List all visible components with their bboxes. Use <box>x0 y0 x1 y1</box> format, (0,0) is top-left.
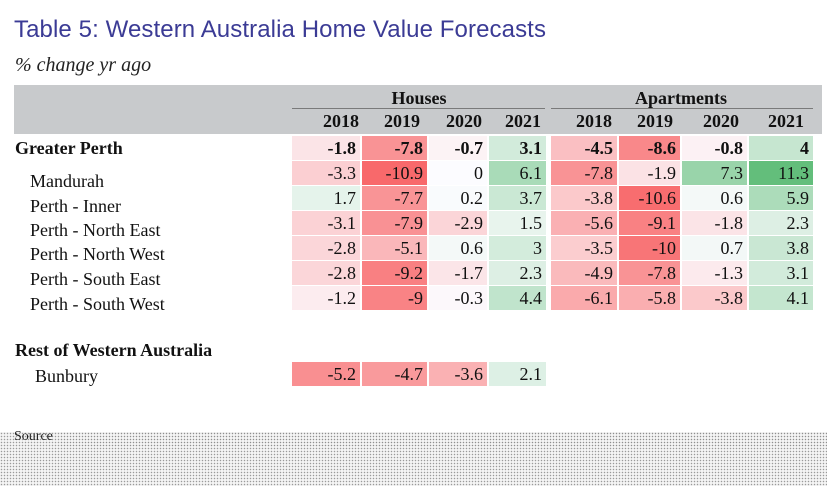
houses-value-cell: 0 <box>429 161 487 185</box>
houses-value-cell: 0.6 <box>429 236 487 260</box>
apartments-value-cell: 5.9 <box>749 186 813 210</box>
row-label-perth-north-west: Perth - North West <box>30 244 165 264</box>
houses-value-cell: -5.1 <box>362 236 427 260</box>
group-rule-apartments <box>551 108 813 109</box>
apartments-value-cell: -10 <box>619 236 680 260</box>
apartments-value-cell: 7.3 <box>682 161 747 185</box>
row-label-perth-south-east: Perth - South East <box>30 269 161 289</box>
houses-value-cell: -10.9 <box>362 161 427 185</box>
apartments-value-cell: -1.8 <box>682 211 747 235</box>
apartments-value-cell: 3.8 <box>749 236 813 260</box>
apartments-value-cell: 0.7 <box>682 236 747 260</box>
row-label-mandurah: Mandurah <box>30 171 104 191</box>
group-rule-houses <box>292 108 545 109</box>
houses-value-cell: -5.2 <box>292 362 360 386</box>
apartments-value-cell: 3.1 <box>749 261 813 285</box>
houses-value-cell: 3.7 <box>489 186 546 210</box>
header-band <box>14 85 822 134</box>
year-header: 2021 <box>505 111 541 131</box>
houses-value-cell: 6.1 <box>489 161 546 185</box>
houses-value-cell: -1.7 <box>429 261 487 285</box>
group-label-apartments: Apartments <box>635 88 727 108</box>
houses-value-cell: -7.8 <box>362 136 427 160</box>
houses-value-cell: 1.5 <box>489 211 546 235</box>
houses-value-cell: -0.7 <box>429 136 487 160</box>
apartments-value-cell: -3.8 <box>551 186 617 210</box>
year-header: 2019 <box>384 111 420 131</box>
houses-value-cell: -9 <box>362 286 427 310</box>
apartments-value-cell: -1.3 <box>682 261 747 285</box>
houses-value-cell: 2.3 <box>489 261 546 285</box>
apartments-value-cell: -10.6 <box>619 186 680 210</box>
houses-value-cell: -1.8 <box>292 136 360 160</box>
houses-value-cell: -0.3 <box>429 286 487 310</box>
apartments-value-cell: -8.6 <box>619 136 680 160</box>
apartments-value-cell: 11.3 <box>749 161 813 185</box>
houses-value-cell: 0.2 <box>429 186 487 210</box>
table-title: Table 5: Western Australia Home Value Fo… <box>14 16 547 43</box>
apartments-value-cell: -3.5 <box>551 236 617 260</box>
year-header: 2018 <box>576 111 612 131</box>
apartments-value-cell: 4 <box>749 136 813 160</box>
year-header: 2021 <box>768 111 804 131</box>
houses-value-cell: -7.9 <box>362 211 427 235</box>
year-header: 2019 <box>637 111 673 131</box>
houses-value-cell: -4.7 <box>362 362 427 386</box>
source-note: Source <box>14 429 53 444</box>
group-label-houses: Houses <box>391 88 447 108</box>
redacted-source-text <box>60 432 827 446</box>
apartments-value-cell: -1.9 <box>619 161 680 185</box>
houses-value-cell: -9.2 <box>362 261 427 285</box>
houses-value-cell: 4.4 <box>489 286 546 310</box>
row-label-perth-south-west: Perth - South West <box>30 294 165 314</box>
houses-value-cell: -2.8 <box>292 236 360 260</box>
houses-value-cell: -2.8 <box>292 261 360 285</box>
row-label-bunbury: Bunbury <box>35 366 98 386</box>
houses-value-cell: 2.1 <box>489 362 546 386</box>
year-header: 2020 <box>703 111 739 131</box>
apartments-value-cell: 2.3 <box>749 211 813 235</box>
apartments-value-cell: -9.1 <box>619 211 680 235</box>
houses-value-cell: 3.1 <box>489 136 546 160</box>
houses-value-cell: 1.7 <box>292 186 360 210</box>
houses-value-cell: 3 <box>489 236 546 260</box>
table-subtitle: % change yr ago <box>15 54 152 76</box>
apartments-value-cell: -4.9 <box>551 261 617 285</box>
houses-value-cell: -1.2 <box>292 286 360 310</box>
apartments-value-cell: -6.1 <box>551 286 617 310</box>
houses-value-cell: -3.3 <box>292 161 360 185</box>
houses-value-cell: -3.1 <box>292 211 360 235</box>
apartments-value-cell: -4.5 <box>551 136 617 160</box>
year-header: 2018 <box>323 111 359 131</box>
row-label-perth-north-east: Perth - North East <box>30 220 161 240</box>
houses-value-cell: -2.9 <box>429 211 487 235</box>
apartments-value-cell: -5.8 <box>619 286 680 310</box>
apartments-value-cell: -7.8 <box>551 161 617 185</box>
apartments-value-cell: 4.1 <box>749 286 813 310</box>
apartments-value-cell: -0.8 <box>682 136 747 160</box>
apartments-value-cell: -7.8 <box>619 261 680 285</box>
apartments-value-cell: -5.6 <box>551 211 617 235</box>
year-header: 2020 <box>446 111 482 131</box>
houses-value-cell: -7.7 <box>362 186 427 210</box>
apartments-value-cell: -3.8 <box>682 286 747 310</box>
houses-value-cell: -3.6 <box>429 362 487 386</box>
section-label-rest-of-wa: Rest of Western Australia <box>15 340 213 360</box>
row-label-perth-inner: Perth - Inner <box>30 196 121 216</box>
row-label-greater-perth: Greater Perth <box>15 138 123 158</box>
apartments-value-cell: 0.6 <box>682 186 747 210</box>
